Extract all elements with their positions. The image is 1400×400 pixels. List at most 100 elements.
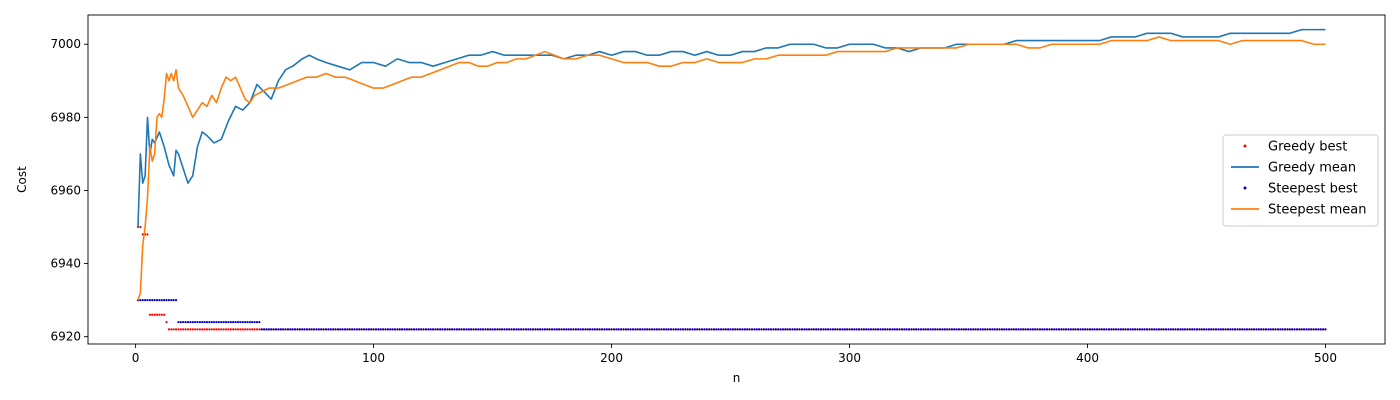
data-point — [888, 328, 892, 331]
data-point — [163, 313, 166, 316]
data-point — [1272, 328, 1275, 331]
data-point — [1262, 328, 1265, 331]
data-point — [336, 328, 339, 331]
data-point — [248, 328, 251, 331]
data-point — [1324, 328, 1327, 331]
data-point — [1203, 328, 1206, 331]
data-point — [1179, 328, 1182, 331]
data-point — [353, 328, 356, 331]
data-point — [1212, 328, 1215, 331]
data-point — [1269, 328, 1272, 331]
data-point — [184, 328, 187, 331]
data-point — [293, 328, 297, 331]
data-point — [1012, 328, 1015, 331]
data-point — [1134, 328, 1137, 331]
x-tick-label: 400 — [1076, 351, 1099, 365]
data-point — [165, 320, 168, 324]
legend-label-greedy-best: Greedy best — [1268, 140, 1347, 155]
data-point — [622, 328, 625, 331]
data-point — [893, 328, 896, 331]
data-point — [1276, 328, 1280, 331]
data-point — [1091, 328, 1094, 331]
data-point — [205, 320, 209, 324]
data-point — [631, 328, 635, 331]
data-point — [479, 328, 482, 331]
data-point — [1307, 328, 1310, 331]
y-tick-label: 6920 — [50, 330, 81, 344]
data-point — [717, 328, 720, 331]
data-point — [1274, 328, 1277, 331]
data-point — [270, 328, 273, 331]
data-point — [439, 328, 442, 331]
data-point — [1100, 328, 1103, 331]
data-point — [1110, 328, 1113, 331]
data-point — [220, 328, 223, 331]
data-point — [962, 328, 965, 331]
data-point — [907, 328, 911, 331]
data-point — [398, 328, 401, 331]
data-point — [693, 328, 696, 331]
data-point — [191, 320, 194, 324]
data-point — [205, 328, 209, 331]
data-point — [155, 313, 159, 316]
data-point — [153, 313, 156, 316]
data-point — [1069, 328, 1072, 331]
data-point — [241, 320, 244, 324]
data-point — [993, 328, 996, 331]
data-point — [339, 328, 342, 331]
data-point — [517, 328, 520, 331]
data-point — [477, 328, 480, 331]
data-point — [146, 233, 149, 236]
data-point — [646, 328, 649, 331]
data-point — [734, 328, 737, 331]
data-point — [641, 328, 644, 331]
data-point — [1010, 328, 1013, 331]
data-point — [1129, 328, 1132, 331]
data-point — [669, 328, 673, 331]
data-point — [303, 328, 306, 331]
data-point — [1300, 328, 1303, 331]
data-point — [543, 328, 547, 331]
data-point — [972, 328, 975, 331]
data-point — [667, 328, 670, 331]
data-point — [969, 328, 973, 331]
data-point — [877, 328, 880, 331]
data-point — [155, 299, 159, 302]
legend-label-steepest-best: Steepest best — [1268, 182, 1358, 197]
data-point — [796, 328, 799, 331]
data-point — [881, 328, 884, 331]
data-point — [591, 328, 594, 331]
data-point — [967, 328, 970, 331]
data-point — [827, 328, 830, 331]
data-point — [441, 328, 444, 331]
data-point — [239, 328, 242, 331]
data-point — [144, 299, 147, 302]
data-point — [1169, 328, 1172, 331]
data-point — [546, 328, 549, 331]
data-point — [374, 328, 378, 331]
data-point — [1305, 328, 1308, 331]
data-point — [648, 328, 651, 331]
data-point — [684, 328, 687, 331]
data-point — [1015, 328, 1018, 331]
data-point — [650, 328, 654, 331]
data-point — [253, 328, 256, 331]
data-point — [1034, 328, 1037, 331]
data-point — [900, 328, 904, 331]
data-point — [1105, 328, 1108, 331]
data-point — [191, 328, 194, 331]
data-point — [570, 328, 573, 331]
data-point — [227, 328, 230, 331]
data-point — [520, 328, 523, 331]
data-point — [1122, 328, 1125, 331]
data-point — [448, 328, 451, 331]
data-point — [422, 328, 425, 331]
data-point — [798, 328, 801, 331]
data-point — [815, 328, 818, 331]
data-point — [151, 299, 154, 302]
data-point — [1086, 328, 1089, 331]
data-point — [817, 328, 820, 331]
data-point — [1233, 328, 1237, 331]
data-point — [1264, 328, 1268, 331]
data-point — [403, 328, 406, 331]
